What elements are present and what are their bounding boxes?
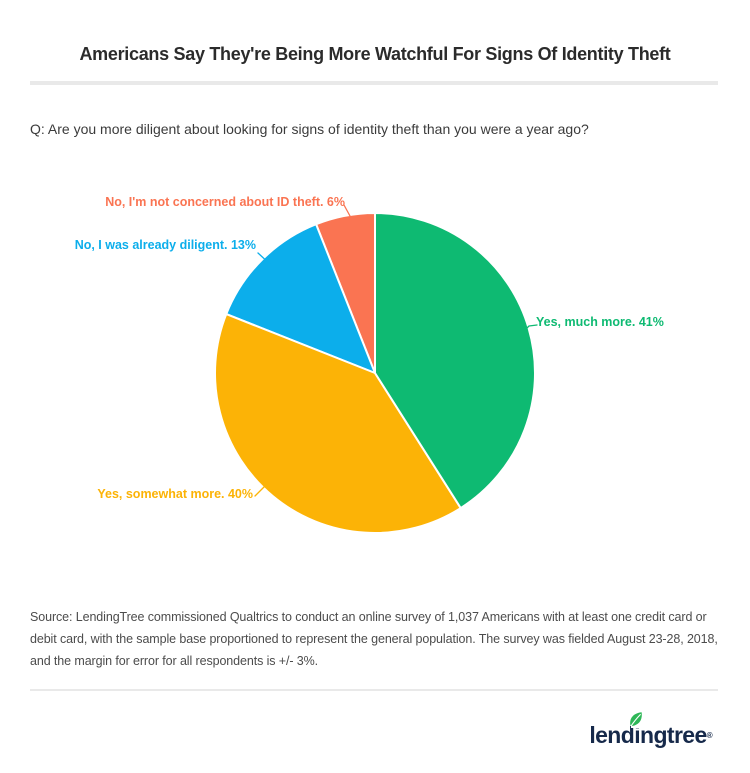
leader-line-already-diligent — [257, 252, 272, 266]
logo-wordmark: lendingtree — [589, 722, 707, 748]
survey-question: Q: Are you more diligent about looking f… — [30, 121, 589, 137]
source-note: Source: LendingTree commissioned Qualtri… — [30, 606, 730, 672]
pie-chart: Yes, much more. 41% Yes, somewhat more. … — [0, 165, 750, 565]
source-line-2: debit card, with the sample base proport… — [30, 632, 718, 646]
lendingtree-logo: lendingtree® — [589, 712, 713, 752]
registered-mark: ® — [706, 731, 713, 740]
pie-slice-2 — [225, 223, 376, 374]
footer-divider — [30, 689, 718, 691]
pie-label-somewhat-more: Yes, somewhat more. 40% — [97, 487, 253, 501]
pie-slice-0 — [374, 212, 536, 510]
leader-line-somewhat-more — [254, 484, 279, 497]
pie-label-much-more: Yes, much more. 41% — [536, 315, 664, 329]
source-line-3: and the margin for error for all respond… — [30, 654, 319, 668]
pie-label-not-concerned: No, I'm not concerned about ID theft. 6% — [105, 195, 345, 209]
leader-line-much-more — [520, 324, 538, 335]
pie-label-already-diligent: No, I was already diligent. 13% — [74, 238, 256, 252]
lendingtree-logo-text: lendingtree® — [589, 712, 713, 749]
page-title: Americans Say They're Being More Watchfu… — [79, 44, 671, 64]
leaf-icon — [630, 712, 643, 728]
leader-line-not-concerned — [343, 204, 357, 228]
source-line-1: Source: LendingTree commissioned Qualtri… — [30, 610, 707, 624]
header-divider — [30, 81, 718, 85]
pie-slice-1 — [214, 313, 462, 534]
pie-chart-svg — [214, 204, 538, 534]
